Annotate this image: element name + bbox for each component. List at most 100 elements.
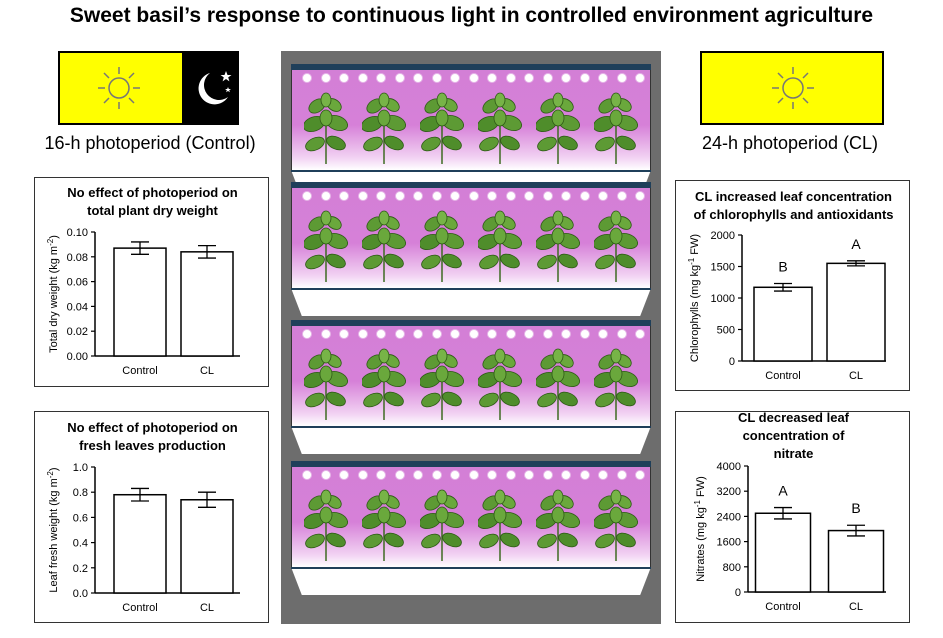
basil-plant-icon [418,348,465,422]
grow-area [291,188,651,288]
led-light-icon [616,191,627,201]
led-light-icon [468,73,479,83]
category-label: CL [200,365,214,377]
led-light-icon [579,329,590,339]
led-light-icon [320,470,331,480]
led-light-icon [376,470,386,480]
led-light-icon [357,191,368,201]
y-tick-label: 0.04 [67,301,88,313]
basil-plant-icon [534,210,581,284]
significance-letter: B [778,259,787,275]
led-light-icon [505,73,516,83]
led-light-icon [413,329,423,339]
basil-plant-icon [534,348,581,422]
led-light-icon [561,191,571,201]
figure-title: Sweet basil’s response to continuous lig… [69,4,874,27]
led-light-icon [320,73,331,83]
y-axis-label-main: Leaf fresh weight (kg m [48,478,60,592]
basil-plant-icon [360,348,407,422]
led-light-icon [598,73,608,83]
bar-control [113,247,167,357]
y-tick-label: 0.00 [67,351,88,363]
grow-area [291,326,651,426]
basil-plant-icon [418,210,465,284]
led-light-icon [487,191,497,201]
tray-edge [291,567,651,569]
led-bar [291,320,651,326]
led-light-icon [542,470,553,480]
y-tick-label: 1.0 [73,462,88,474]
led-light-icon [505,191,516,201]
led-light-icon [542,73,553,83]
led-light-icon [431,329,442,339]
tray-edge [291,170,651,172]
led-light-icon [302,73,312,83]
bar-cl [827,529,885,593]
led-light-icon [635,191,645,201]
control-photoperiod-label: 16-h photoperiod (Control) [44,133,256,153]
sun-icon [772,67,814,109]
basil-plant-icon [592,489,639,563]
vertical-farm-rack [281,51,661,624]
led-light-icon [635,470,645,480]
chart-title-line: of chlorophylls and antioxidants [693,207,893,222]
chart-title: CL increased leaf concentration of chloro… [693,189,893,222]
cl-photoperiod-box [700,51,884,125]
led-light-icon [339,329,349,339]
led-light-icon [431,191,442,201]
led-light-icon [376,73,386,83]
led-light-icon [450,329,460,339]
led-light-icon [339,470,349,480]
tray-edge [291,426,651,428]
basil-plant-icon [360,210,407,284]
y-tick-label: 0 [735,587,741,599]
basil-plant-icon [476,489,523,563]
basil-plant-icon [360,92,407,166]
category-label: CL [200,602,214,614]
basil-plant-icon [476,348,523,422]
led-light-icon [561,73,571,83]
chart-fresh-weight: No effect of photoperiod on fresh leaves … [46,420,240,614]
y-axis-label: Leaf fresh weight (kg m-2) [46,467,60,592]
led-light-icon [561,329,571,339]
y-tick-label: 0 [729,356,735,368]
led-light-icon [468,470,479,480]
y-tick-label: 800 [723,562,741,574]
y-tick-label: 1600 [717,537,741,549]
led-light-icon [376,191,386,201]
led-light-icon [598,191,608,201]
y-tick-label: 0.06 [67,277,88,289]
led-light-icon [635,329,645,339]
led-light-icon [505,329,516,339]
led-light-icon [450,73,460,83]
basil-plant-icon [302,348,349,422]
significance-letter: A [851,236,861,252]
led-light-icon [487,73,497,83]
led-bar [291,182,651,188]
led-light-icon [542,191,553,201]
basil-plant-icon [476,92,523,166]
category-label: Control [122,602,157,614]
y-tick-label: 1000 [711,293,735,305]
chart-title: No effect of photoperiod on fresh leaves … [67,420,237,453]
led-light-icon [320,329,331,339]
chart-title-line: fresh leaves production [79,438,226,453]
chart-chlorophylls: CL increased leaf concentration of chloro… [687,189,894,382]
led-light-icon [357,329,368,339]
chart-panel-chlorophylls: CL increased leaf concentration of chloro… [675,180,910,391]
y-tick-label: 1500 [711,262,735,274]
led-light-icon [524,73,534,83]
led-light-icon [339,73,349,83]
basil-plant-icon [534,489,581,563]
chart-title-line: CL increased leaf concentration [695,189,892,204]
y-tick-label: 2400 [717,511,741,523]
bar-cl [180,499,234,594]
y-tick-label: 0.02 [67,326,88,338]
led-light-icon [450,470,460,480]
bar-cl [826,262,886,362]
y-tick-label: 500 [717,325,735,337]
category-label: CL [849,601,863,613]
chart-title-line: total plant dry weight [87,203,218,218]
night-period [182,53,237,123]
chart-panel-fresh-weight: No effect of photoperiod on fresh leaves … [34,411,269,623]
